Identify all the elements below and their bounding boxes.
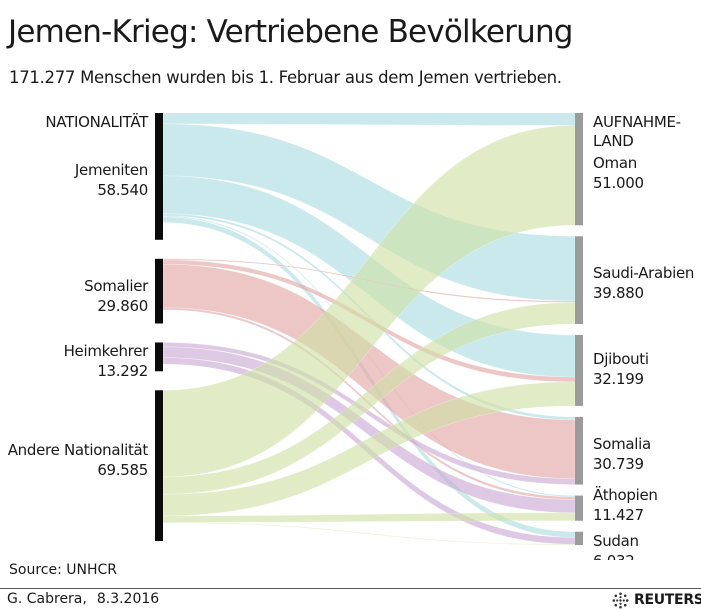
source-label-jemeniten: Jemeniten	[74, 161, 148, 179]
target-label-somalia: Somalia	[593, 435, 651, 453]
target-bar-djibouti	[575, 335, 583, 406]
target-header-line1: AUFNAHME-	[593, 113, 681, 131]
target-label-oman: Oman	[593, 154, 637, 172]
credit-author: G. Cabrera,	[7, 591, 87, 607]
target-value-djibouti: 32.199	[593, 370, 644, 388]
reuters-dots-icon	[612, 592, 629, 608]
source-bar-andere-nationalitat	[155, 390, 163, 541]
reuters-logo: REUTERS	[612, 591, 701, 609]
source-bars	[155, 113, 163, 541]
flow-andere-nationalitat-to-athopien	[162, 512, 576, 523]
chart-subtitle: 171.277 Menschen wurden bis 1. Februar a…	[9, 68, 562, 87]
source-bar-somalier	[155, 258, 163, 324]
footer-divider	[0, 588, 701, 589]
source-header: NATIONALITÄT	[45, 112, 149, 131]
flow-jemeniten-to-oman	[162, 112, 576, 126]
target-value-oman: 51.000	[593, 174, 644, 192]
target-bar-sudan	[575, 531, 583, 545]
source-value-andere-nationalitat: 69.585	[97, 461, 148, 479]
flow-andere-nationalitat-to-djibouti	[162, 381, 576, 517]
source-bar-heimkehrer	[155, 342, 163, 372]
brand-name: REUTERS	[634, 592, 701, 608]
source-value-jemeniten: 58.540	[97, 181, 148, 199]
source-label-andere-nationalitat: Andere Nationalität	[8, 441, 149, 459]
source-note: Source: UNHCR	[9, 562, 118, 578]
target-header-line2: LAND	[593, 132, 634, 150]
target-value-saudi-arabien: 39.880	[593, 284, 644, 302]
target-label-sudan: Sudan	[593, 532, 639, 550]
target-value-sudan: 6.032	[593, 552, 634, 560]
credit-line: G. Cabrera, 8.3.2016	[7, 591, 159, 607]
flow-jemeniten-to-saudi-arabien	[162, 123, 576, 302]
source-value-heimkehrer: 13.292	[97, 362, 148, 380]
target-bar-athopien	[575, 495, 583, 521]
target-labels: Oman 51.000 Saudi-Arabien 39.880 Djibouti 32.…	[593, 154, 694, 560]
source-labels: Jemeniten 58.540 Somalier 29.860 Heimkehrer 1…	[8, 161, 150, 479]
target-value-athopien: 11.427	[593, 506, 644, 524]
source-label-somalier: Somalier	[84, 277, 149, 295]
target-bars	[575, 113, 583, 545]
target-bar-saudi-arabien	[575, 236, 583, 325]
credit-date: 8.3.2016	[96, 591, 160, 607]
source-label-heimkehrer: Heimkehrer	[64, 342, 150, 360]
source-bar-jemeniten	[155, 113, 163, 240]
chart-title: Jemen-Krieg: Vertriebene Bevölkerung	[8, 14, 573, 50]
target-value-somalia: 30.739	[593, 455, 644, 473]
target-bar-oman	[575, 113, 583, 226]
sankey-diagram: Jemeniten 58.540 Somalier 29.860 Heimkehrer 1…	[8, 112, 695, 560]
source-value-somalier: 29.860	[97, 297, 148, 315]
flow-group	[162, 112, 576, 546]
target-bar-somalia	[575, 416, 583, 485]
target-label-saudi-arabien: Saudi-Arabien	[593, 264, 694, 282]
target-label-athopien: Äthopien	[593, 485, 658, 504]
target-label-djibouti: Djibouti	[593, 350, 649, 368]
